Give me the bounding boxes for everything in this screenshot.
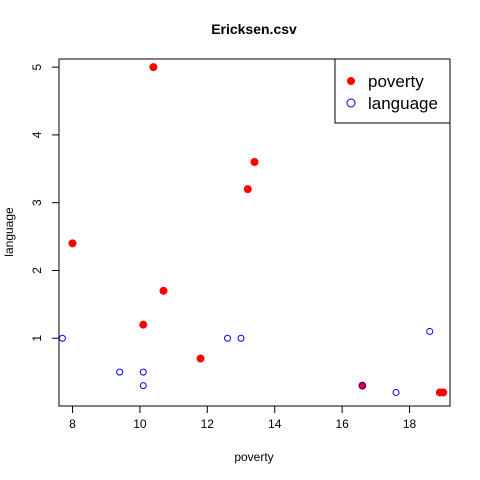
x-tick-label: 10 (133, 417, 147, 431)
data-point (426, 327, 434, 335)
data-point (159, 286, 168, 295)
legend-marker-poverty (347, 77, 355, 85)
x-tick-label: 18 (403, 417, 417, 431)
x-tick-label: 8 (69, 417, 76, 431)
series-poverty (68, 63, 448, 397)
data-points (58, 63, 448, 397)
y-tick-label: 5 (30, 63, 44, 70)
data-point (116, 368, 124, 376)
y-tick-label: 4 (30, 131, 44, 138)
series-language (58, 327, 434, 396)
y-tick-label: 3 (30, 199, 44, 206)
x-tick-label: 16 (335, 417, 349, 431)
x-axis: 8 10 12 14 16 18 (69, 406, 417, 431)
data-point (68, 239, 77, 248)
data-point (139, 368, 147, 376)
legend: poverty language (334, 58, 451, 124)
y-axis: 1 2 3 4 5 (30, 63, 59, 342)
y-tick-label: 2 (30, 267, 44, 274)
data-point (243, 185, 252, 194)
legend-label-poverty: poverty (368, 72, 424, 91)
data-point (439, 388, 448, 397)
x-tick-label: 14 (268, 417, 282, 431)
legend-label-language: language (368, 94, 438, 113)
chart-title: Ericksen.csv (211, 21, 297, 37)
x-tick-label: 12 (201, 417, 215, 431)
data-point (224, 334, 232, 342)
data-point (392, 388, 400, 396)
legend-box (334, 58, 451, 124)
data-point (237, 334, 245, 342)
data-point (139, 320, 148, 329)
y-axis-label: language (2, 207, 16, 257)
data-point (250, 158, 259, 167)
data-point (139, 382, 147, 390)
plot-frame (58, 58, 451, 407)
data-point (196, 354, 205, 363)
x-axis-label: poverty (234, 450, 273, 464)
data-point (58, 334, 66, 342)
legend-marker-language (346, 98, 356, 108)
data-point (358, 382, 366, 390)
y-tick-label: 1 (30, 335, 44, 342)
data-point (149, 63, 158, 72)
